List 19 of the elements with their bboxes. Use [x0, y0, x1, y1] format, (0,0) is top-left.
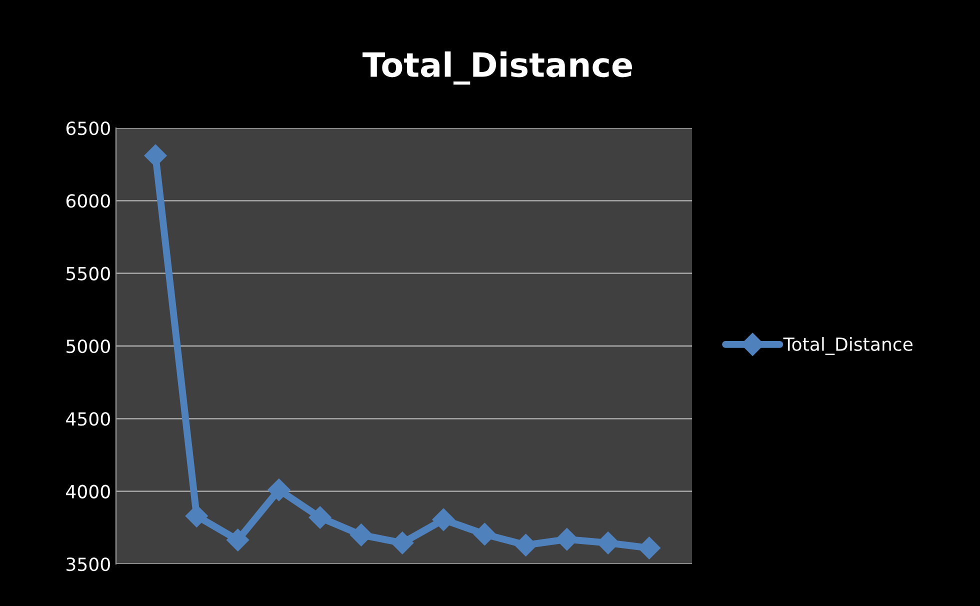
- y-tick-label: 4000: [66, 484, 110, 498]
- chart-title: Total_Distance: [362, 51, 632, 85]
- y-tick-label: 4500: [66, 412, 110, 426]
- point: [350, 524, 373, 546]
- point: [432, 508, 455, 531]
- point: [308, 506, 332, 529]
- point: [226, 528, 250, 552]
- y-tick-label: 5500: [66, 266, 110, 280]
- point: [638, 536, 661, 560]
- y-tick-label: 6000: [66, 194, 110, 208]
- point: [144, 144, 167, 167]
- point: [473, 522, 496, 546]
- y-tick-label: 5000: [66, 339, 110, 354]
- y-tick-label: 6500: [66, 121, 110, 136]
- legend-label: Total_Distance: [783, 337, 912, 355]
- point: [391, 532, 414, 554]
- point: [514, 534, 538, 556]
- y-tick-label: 3500: [66, 557, 110, 572]
- point: [268, 478, 290, 502]
